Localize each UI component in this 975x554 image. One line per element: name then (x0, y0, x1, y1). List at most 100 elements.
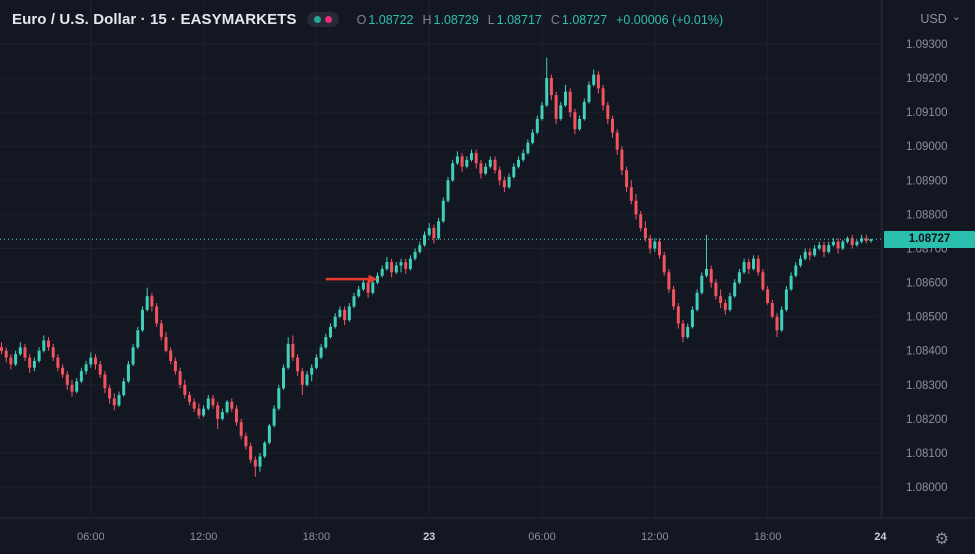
candle-body (371, 282, 375, 293)
candle-body (803, 251, 807, 259)
candle-body (465, 159, 469, 167)
candle-body (103, 374, 107, 389)
x-axis-label[interactable]: 23 (423, 531, 435, 543)
annotation-arrow-head[interactable] (368, 274, 378, 284)
candle-body (183, 384, 187, 396)
candle-body (206, 398, 210, 409)
candle-body (756, 258, 760, 273)
candle-body (629, 187, 633, 201)
candle-body (479, 163, 483, 174)
x-axis-label[interactable]: 06:00 (77, 531, 105, 543)
candle-body (502, 180, 506, 188)
candle-body (4, 350, 8, 358)
candle-body (822, 245, 826, 252)
candle-body (329, 326, 332, 338)
x-axis-label[interactable]: 06:00 (528, 531, 556, 543)
y-axis-label[interactable]: 1.08100 (906, 448, 948, 460)
candle-body (653, 241, 657, 249)
candle-body (714, 282, 718, 297)
x-axis-label[interactable]: 12:00 (190, 531, 218, 543)
y-axis-label[interactable]: 1.08400 (906, 346, 948, 358)
candle-body (498, 170, 502, 181)
candle-body (79, 371, 83, 382)
currency-selector[interactable]: USD ⌄ (920, 11, 961, 26)
x-axis-label[interactable]: 12:00 (641, 531, 669, 543)
y-axis-label[interactable]: 1.08500 (906, 312, 948, 324)
candle-body (65, 374, 69, 385)
candle-body (733, 282, 737, 297)
candle-body (620, 149, 624, 171)
candle-body (794, 265, 798, 276)
candle-body (70, 384, 74, 392)
candle-body (705, 268, 708, 276)
candle-body (188, 395, 191, 402)
y-axis-label[interactable]: 1.08800 (906, 209, 948, 221)
candle-body (592, 74, 596, 85)
candle-body (564, 91, 567, 106)
settings-gear-icon[interactable]: ⚙ (934, 531, 949, 548)
close-label: C (550, 12, 560, 27)
high-label: H (422, 12, 432, 27)
candle-body (526, 142, 530, 154)
indicator-pill[interactable] (306, 12, 339, 27)
candle-body (455, 156, 459, 164)
candle-body (413, 251, 417, 259)
candle-body (89, 357, 93, 365)
candle-body (780, 309, 784, 331)
candle-body (94, 357, 97, 365)
y-axis-label[interactable]: 1.08000 (906, 482, 948, 494)
y-axis-label[interactable]: 1.08200 (906, 414, 948, 426)
candle-body (192, 401, 196, 409)
candle-body (32, 360, 36, 368)
candle-body (333, 316, 337, 327)
candle-body (568, 91, 572, 113)
candle-body (286, 343, 290, 368)
candle-body (357, 289, 361, 297)
candle-body (667, 272, 671, 290)
candle-body (296, 357, 300, 372)
candle-body (747, 262, 751, 269)
candle-body (216, 405, 220, 419)
candle-body (343, 309, 347, 321)
candle-body (474, 153, 478, 164)
y-axis-label[interactable]: 1.08600 (906, 278, 948, 290)
candle-body (385, 262, 389, 269)
candle-body (253, 459, 257, 467)
candle-body (164, 337, 168, 351)
candle-body (681, 323, 685, 338)
candle-body (686, 326, 690, 338)
y-axis-label[interactable]: 1.09000 (906, 141, 948, 153)
candle-body (169, 350, 173, 361)
candle-body (291, 343, 295, 358)
candle-body (611, 118, 614, 133)
y-axis-label[interactable]: 1.09300 (906, 39, 948, 51)
y-axis-label[interactable]: 1.09200 (906, 73, 948, 85)
candle-body (404, 262, 408, 269)
candle-body (615, 132, 619, 150)
y-axis-label[interactable]: 1.08300 (906, 380, 948, 392)
candle-body (23, 347, 27, 358)
candle-body (9, 357, 13, 365)
candle-body (112, 398, 116, 406)
symbol-title[interactable]: Euro / U.S. Dollar · 15 · EASYMARKETS (12, 11, 297, 28)
y-axis-label[interactable]: 1.09100 (906, 107, 948, 119)
candle-body (493, 159, 497, 171)
candle-body (220, 412, 224, 419)
x-axis-label[interactable]: 24 (874, 531, 887, 543)
candle-body (14, 354, 18, 365)
x-axis-label[interactable]: 18:00 (754, 531, 782, 543)
candle-body (300, 371, 304, 385)
candle-body (225, 401, 229, 413)
candle-body (61, 367, 65, 375)
candle-body (37, 350, 41, 361)
candle-body (864, 238, 868, 241)
y-axis-label[interactable]: 1.08900 (906, 175, 948, 187)
candle-body (700, 275, 704, 293)
x-axis-label[interactable]: 18:00 (303, 531, 331, 543)
candle-body (437, 221, 441, 239)
candle-body (770, 303, 774, 317)
candle-body (512, 166, 516, 177)
candle-body (239, 422, 243, 436)
candle-body (338, 309, 342, 317)
